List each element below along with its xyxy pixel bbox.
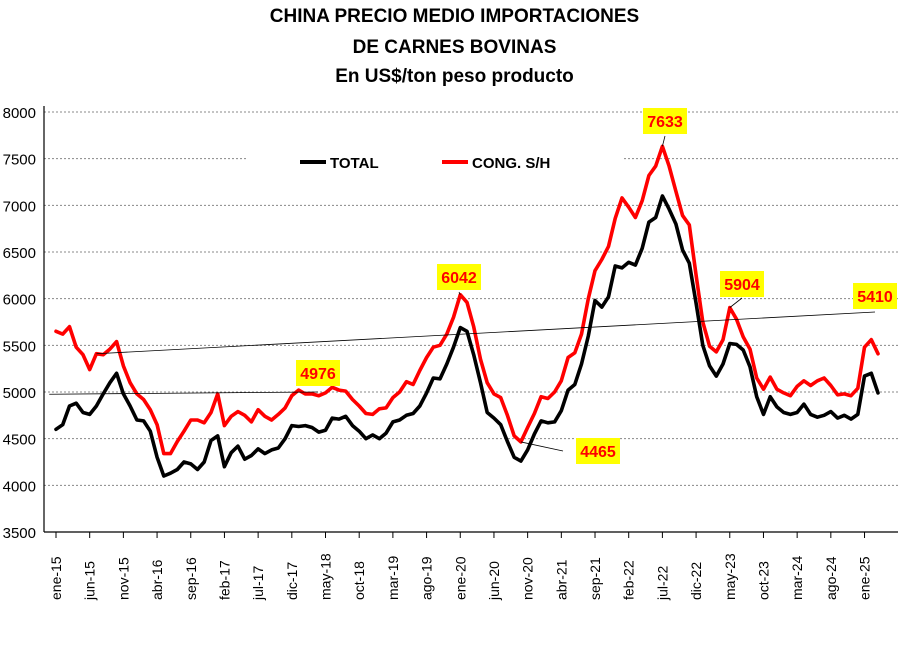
x-tick-label: ene-20 <box>452 556 468 600</box>
x-tick-label: mar-24 <box>789 555 805 600</box>
x-tick-label: oct-23 <box>755 561 771 600</box>
annotation-leader <box>520 441 564 452</box>
annotation-leader <box>729 297 743 308</box>
x-tick-label: nov-15 <box>115 557 131 600</box>
chart-title-line-3: En US$/ton peso producto <box>335 66 574 87</box>
x-tick-label: feb-22 <box>621 560 637 600</box>
x-tick-label: ene-25 <box>857 556 873 600</box>
y-tick-label: 6500 <box>3 245 36 262</box>
data-label: 5410 <box>857 289 893 306</box>
annotation-box <box>720 271 764 297</box>
data-label: 6042 <box>441 270 477 287</box>
legend-label: CONG. S/H <box>472 155 550 172</box>
x-tick-label: jun-15 <box>82 561 98 601</box>
series-line-total <box>54 194 880 478</box>
annotation-box <box>296 360 340 386</box>
x-tick-label: ago-19 <box>419 556 435 600</box>
data-label: 4976 <box>300 366 336 383</box>
x-tick-label: sep-21 <box>587 557 603 600</box>
annotation-box <box>853 283 897 309</box>
annotation-box <box>576 438 620 464</box>
data-label: 5904 <box>724 277 760 294</box>
annotation-box <box>643 108 687 134</box>
y-tick-label: 4500 <box>3 432 36 449</box>
y-tick-label: 5000 <box>3 385 36 402</box>
annotation-leader <box>662 135 666 147</box>
x-tick-label: sep-16 <box>183 557 199 600</box>
data-label: 4465 <box>580 444 616 461</box>
x-tick-label: ene-15 <box>48 556 64 600</box>
x-tick-label: dic-17 <box>284 562 300 600</box>
x-tick-label: ago-24 <box>823 556 839 600</box>
annotation-leader <box>458 291 461 295</box>
y-tick-label: 8000 <box>3 105 36 122</box>
x-tick-label: dic-22 <box>688 562 704 600</box>
legend-box <box>248 140 623 178</box>
chart-title-line-2: DE CARNES BOVINAS <box>352 37 557 58</box>
x-tick-label: nov-20 <box>520 557 536 600</box>
x-tick-label: may-23 <box>722 553 738 600</box>
y-tick-label: 3500 <box>3 525 36 542</box>
series-line-cong-sh <box>54 144 880 456</box>
annotation-box <box>437 264 481 290</box>
x-tick-label: mar-19 <box>385 555 401 600</box>
x-tick-label: jul-17 <box>250 566 266 601</box>
x-tick-label: jul-22 <box>654 566 670 601</box>
annotation-leader <box>96 311 876 355</box>
y-tick-label: 4000 <box>3 478 36 495</box>
y-tick-label: 5500 <box>3 338 36 355</box>
data-label: 7633 <box>647 114 683 131</box>
annotation-leader <box>49 391 319 395</box>
x-tick-label: abr-21 <box>553 559 569 600</box>
y-tick-label: 6000 <box>3 292 36 309</box>
x-tick-label: jun-20 <box>486 561 502 601</box>
x-tick-label: oct-18 <box>351 561 367 600</box>
y-tick-label: 7500 <box>3 152 36 169</box>
x-tick-label: abr-16 <box>149 559 165 600</box>
y-tick-label: 7000 <box>3 198 36 215</box>
x-tick-label: feb-17 <box>216 560 232 600</box>
x-tick-label: may-18 <box>318 553 334 600</box>
chart-title-line-1: CHINA PRECIO MEDIO IMPORTACIONES <box>269 6 640 27</box>
legend-label: TOTAL <box>330 155 379 172</box>
